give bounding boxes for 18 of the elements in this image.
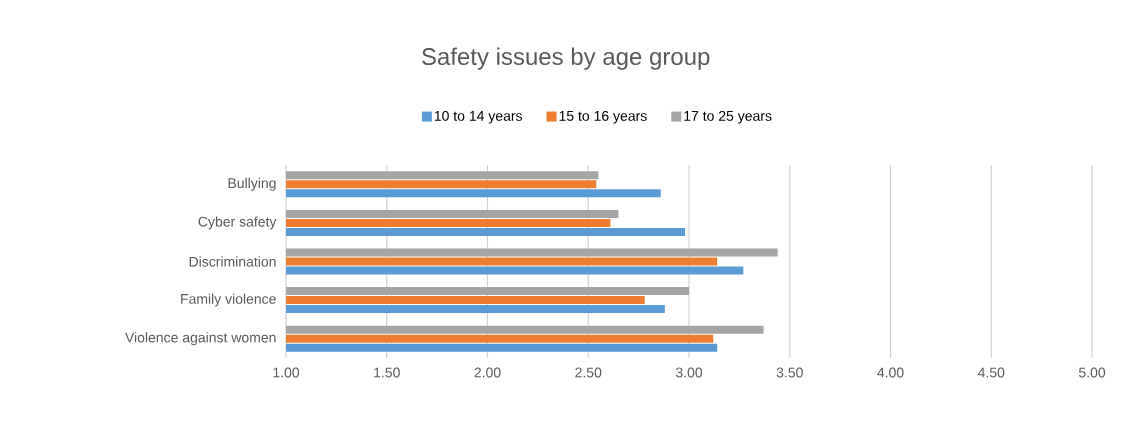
x-tick-label: 2.50 [575, 367, 602, 378]
x-tick-label: 4.50 [977, 367, 1005, 378]
y-tick-label: Discrimination [189, 256, 276, 267]
legend-label: 10 to 14 years [434, 110, 523, 124]
x-tick-label: 3.50 [776, 367, 803, 378]
y-tick-label: Cyber safety [198, 216, 277, 230]
legend-label: 17 to 25 years [684, 110, 772, 124]
y-tick-label: Bullying [228, 177, 276, 191]
chart-title: Safety issues by age group [422, 47, 710, 70]
x-tick-label: 1.00 [273, 367, 300, 378]
legend-label: 15 to 16 years [559, 110, 647, 124]
x-tick-label: 1.50 [374, 367, 400, 378]
x-tick-label: 2.00 [474, 367, 501, 378]
x-tick-label: 3.00 [675, 367, 703, 378]
y-tick-label: Violence against women [125, 332, 276, 346]
x-tick-label: 5.00 [1078, 367, 1106, 378]
x-tick-label: 4.00 [877, 367, 904, 378]
y-tick-label: Family violence [181, 293, 276, 307]
